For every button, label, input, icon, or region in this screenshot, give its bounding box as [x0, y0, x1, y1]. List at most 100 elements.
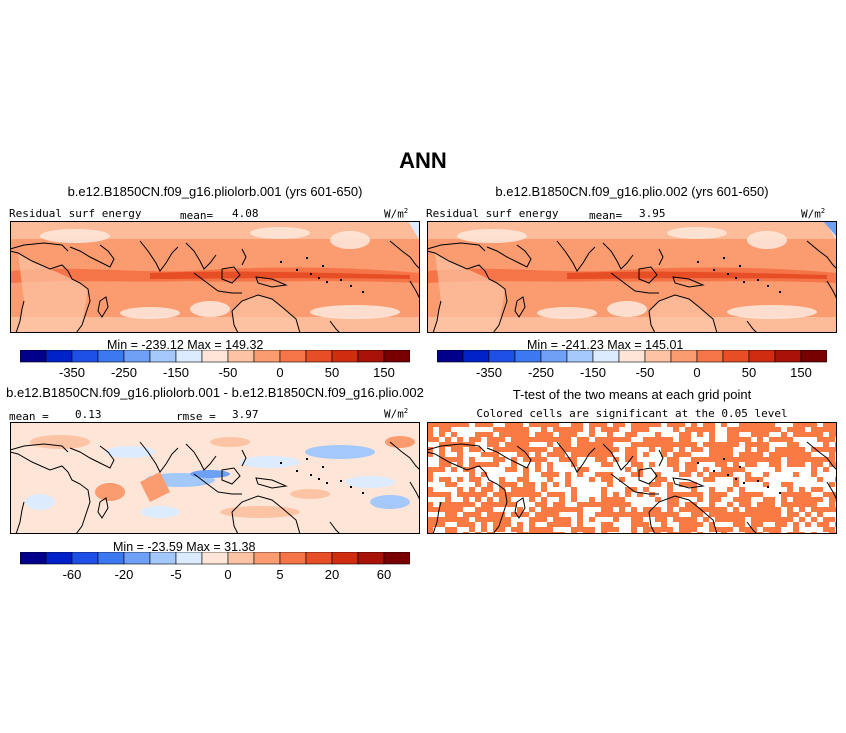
- significant-cell: [733, 482, 739, 487]
- significant-cell: [805, 497, 811, 502]
- significant-cell: [547, 442, 553, 447]
- significant-cell: [817, 432, 823, 437]
- significant-cell: [577, 472, 583, 477]
- significant-cell: [745, 422, 751, 427]
- significant-cell: [673, 422, 679, 427]
- significant-cell: [493, 457, 499, 462]
- colorbar-swatch: [279, 350, 307, 363]
- significant-cell: [727, 457, 733, 462]
- panel2-mean-label: mean=: [589, 209, 623, 222]
- significant-cell: [481, 527, 487, 532]
- significant-cell: [457, 457, 463, 462]
- significant-cell: [679, 482, 685, 487]
- significant-cell: [439, 422, 445, 427]
- coastline: [193, 473, 219, 493]
- significant-cell: [649, 442, 655, 447]
- significant-cell: [493, 442, 499, 447]
- significant-cell: [469, 487, 475, 492]
- significant-cell: [757, 447, 763, 452]
- coastline: [514, 497, 526, 519]
- significant-cell: [685, 442, 691, 447]
- map-patch: [727, 305, 817, 319]
- map-patch: [220, 506, 300, 518]
- island: [757, 480, 759, 482]
- significant-cell: [595, 457, 601, 462]
- significant-cell: [703, 507, 709, 512]
- significant-cell: [703, 427, 709, 432]
- significant-cell: [655, 422, 661, 427]
- significant-cell: [709, 497, 715, 502]
- colorbar-swatch: [670, 350, 698, 363]
- colorbar-swatch: [462, 350, 490, 363]
- significant-cell: [601, 422, 607, 427]
- significant-cell: [673, 497, 679, 502]
- significant-cell: [619, 477, 625, 482]
- island: [306, 257, 308, 259]
- significant-cell: [475, 512, 481, 517]
- significant-cell: [565, 432, 571, 437]
- significant-cell: [727, 527, 733, 532]
- coastline: [826, 280, 837, 300]
- significant-cell: [757, 517, 763, 522]
- significant-cell: [541, 527, 547, 532]
- significant-cell: [745, 427, 751, 432]
- significant-cell: [811, 507, 817, 512]
- coastline: [556, 441, 596, 473]
- map-patch: [408, 221, 420, 241]
- map-patch: [120, 307, 180, 319]
- significant-cell: [799, 462, 805, 467]
- significant-cell: [775, 467, 781, 472]
- significant-cell: [823, 437, 829, 442]
- significant-cell: [559, 427, 565, 432]
- island: [743, 482, 745, 484]
- significant-cell: [625, 502, 631, 507]
- significant-cell: [751, 477, 757, 482]
- significant-cell: [829, 427, 835, 432]
- significant-cell: [487, 442, 493, 447]
- significant-cell: [523, 477, 529, 482]
- significant-cell: [439, 462, 445, 467]
- significant-cell: [427, 437, 433, 442]
- significant-cell: [439, 447, 445, 452]
- significant-cell: [481, 517, 487, 522]
- significant-cell: [793, 442, 799, 447]
- colorbar-swatch: [45, 350, 73, 363]
- significant-cell: [535, 512, 541, 517]
- significant-cell: [613, 447, 619, 452]
- map-patch: [330, 231, 370, 249]
- significant-cell: [787, 487, 793, 492]
- significant-cell: [703, 467, 709, 472]
- significant-cell: [709, 512, 715, 517]
- colorbar-swatch: [97, 350, 125, 363]
- significant-cell: [553, 437, 559, 442]
- significant-cell: [811, 517, 817, 522]
- significant-cell: [523, 492, 529, 497]
- significant-cell: [637, 427, 643, 432]
- significant-cell: [787, 502, 793, 507]
- significant-cell: [493, 512, 499, 517]
- colorbar-swatch: [123, 552, 151, 565]
- significant-cell: [547, 422, 553, 427]
- significant-cell: [661, 512, 667, 517]
- significant-cell: [517, 452, 523, 457]
- coastline: [638, 266, 658, 284]
- significant-cell: [703, 517, 709, 522]
- significant-cell: [535, 452, 541, 457]
- significant-cell: [727, 437, 733, 442]
- map-patch: [370, 495, 410, 509]
- significant-cell: [469, 442, 475, 447]
- map-patch: [210, 437, 250, 447]
- significant-cell: [541, 482, 547, 487]
- significant-cell: [715, 442, 721, 447]
- significant-cell: [487, 502, 493, 507]
- significant-cell: [709, 507, 715, 512]
- significant-cell: [475, 507, 481, 512]
- colorbar-tick-label: -50: [636, 365, 655, 380]
- colorbar-tick-label: 0: [693, 365, 700, 380]
- significant-cell: [595, 472, 601, 477]
- significant-cell: [643, 527, 649, 532]
- significant-cell: [721, 452, 727, 457]
- island: [296, 470, 298, 472]
- island: [322, 265, 324, 267]
- significant-cell: [685, 517, 691, 522]
